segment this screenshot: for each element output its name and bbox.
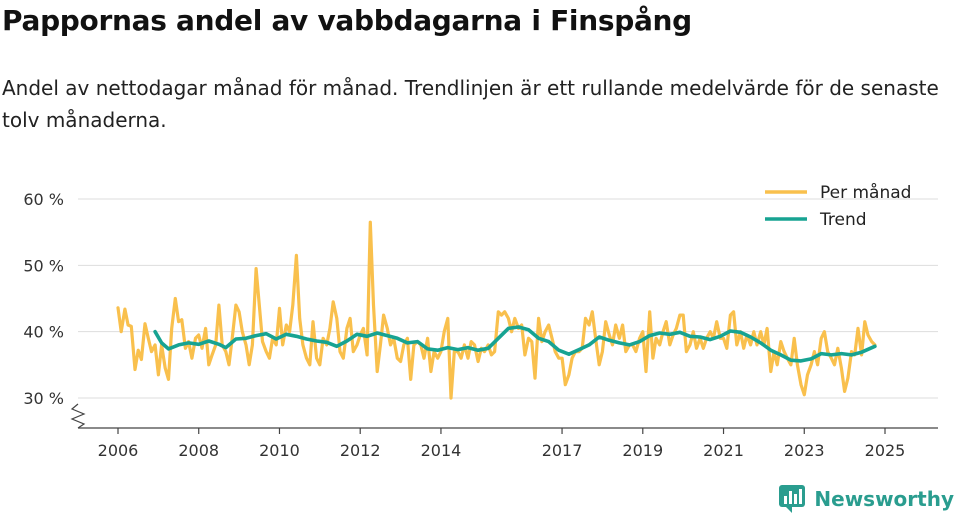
axis-break-icon [70, 403, 86, 429]
y-tick-label: 60 % [23, 190, 64, 209]
x-tick-label: 2023 [784, 441, 825, 460]
legend-label: Trend [819, 210, 867, 230]
chart-title: Pappornas andel av vabbdagarna i Finspån… [2, 4, 692, 37]
x-tick-label: 2021 [703, 441, 744, 460]
series-line-trend [153, 325, 877, 363]
y-tick-label: 40 % [23, 323, 64, 342]
y-tick-label: 50 % [23, 256, 64, 275]
x-tick-label: 2017 [542, 441, 583, 460]
x-tick-label: 2025 [865, 441, 906, 460]
brand-logo: Newsworthy [778, 484, 954, 514]
x-tick-label: 2012 [340, 441, 381, 460]
x-tick-label: 2019 [622, 441, 663, 460]
series-line-per-manad [116, 220, 877, 400]
x-tick-label: 2008 [178, 441, 219, 460]
chart-subtitle: Andel av nettodagar månad för månad. Tre… [2, 76, 939, 132]
x-tick-label: 2014 [421, 441, 462, 460]
y-tick-label: 30 % [23, 389, 64, 408]
x-tick-label: 2010 [259, 441, 300, 460]
brand-name: Newsworthy [814, 487, 954, 511]
newsworthy-logo-icon [779, 485, 806, 513]
x-tick-label: 2006 [98, 441, 139, 460]
legend-label: Per månad [820, 182, 911, 203]
